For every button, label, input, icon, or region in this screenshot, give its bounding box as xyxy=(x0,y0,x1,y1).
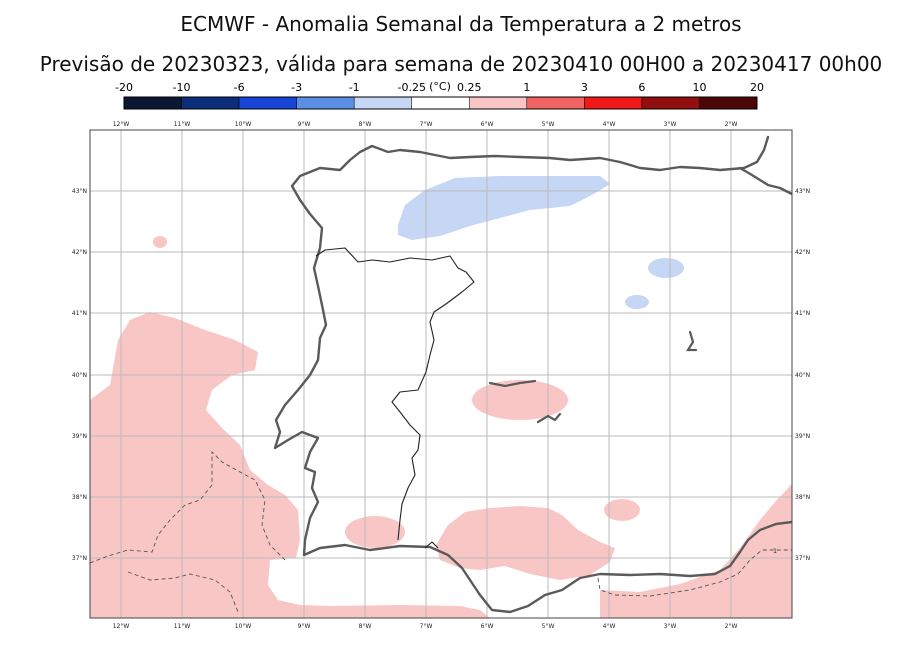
coastlines xyxy=(273,135,792,614)
contour-label: 1 xyxy=(773,548,777,555)
lat-label-left: 37°N xyxy=(72,555,87,562)
lat-label-left: 42°N xyxy=(72,249,87,256)
colorbar-segment xyxy=(469,96,528,110)
lon-label-top: 3°W xyxy=(664,121,677,128)
contour-west xyxy=(90,450,286,564)
lon-label-bottom: 4°W xyxy=(603,623,616,630)
warm-region-southwest xyxy=(345,516,405,548)
warm-region-spot-east xyxy=(604,499,640,521)
lat-label-left: 39°N xyxy=(72,433,87,440)
lon-label-top: 2°W xyxy=(725,121,738,128)
lon-label-top: 4°W xyxy=(603,121,616,128)
lat-label-right: 39°N xyxy=(795,433,810,440)
contour-southwest xyxy=(127,571,239,613)
colorbar-segment xyxy=(353,96,412,110)
reservoir-1 xyxy=(488,379,537,388)
lon-label-top: 6°W xyxy=(481,121,494,128)
lon-label-bottom: 9°W xyxy=(298,623,311,630)
colorbar-segment xyxy=(699,96,758,110)
lon-label-top: 12°W xyxy=(113,121,130,128)
reservoirs xyxy=(488,330,698,424)
lon-label-bottom: 7°W xyxy=(420,623,433,630)
warm-region-central xyxy=(472,380,568,420)
lat-label-right: 37°N xyxy=(795,555,810,562)
lon-label-top: 11°W xyxy=(174,121,191,128)
colorbar-segment xyxy=(641,96,700,110)
lon-label-top: 8°W xyxy=(359,121,372,128)
coastline-iberia xyxy=(273,135,792,614)
lat-label-right: 41°N xyxy=(795,310,810,317)
colorbar-label: -6 xyxy=(234,81,245,94)
lon-label-top: 10°W xyxy=(235,121,252,128)
warm-region-southeast xyxy=(600,484,792,618)
colorbar-label: -20 xyxy=(115,81,133,94)
dashed-contours xyxy=(90,450,792,613)
cool-anomaly-regions xyxy=(398,176,684,309)
colorbar-label: 3 xyxy=(581,81,588,94)
colorbar-segment xyxy=(123,96,182,110)
lon-label-bottom: 10°W xyxy=(235,623,252,630)
map-frame xyxy=(89,129,793,619)
coastline-east-edge xyxy=(738,166,792,196)
colorbar-label: 1 xyxy=(523,81,530,94)
reservoir-3 xyxy=(686,330,698,352)
lat-label-left: 40°N xyxy=(72,372,87,379)
colorbar-label: 20 xyxy=(750,81,764,94)
colorbar-label: -3 xyxy=(291,81,302,94)
colorbar-label: 6 xyxy=(638,81,645,94)
lat-label-left: 43°N xyxy=(72,188,87,195)
colorbar-unit: (°C) xyxy=(429,80,451,93)
lat-label-right: 42°N xyxy=(795,249,810,256)
warm-region-spot-atlantic xyxy=(153,236,167,248)
colorbar-label: 10 xyxy=(692,81,706,94)
lat-label-left: 41°N xyxy=(72,310,87,317)
colorbar-label: -10 xyxy=(173,81,191,94)
gridlines xyxy=(90,130,792,618)
colorbar-label: -1 xyxy=(349,81,360,94)
lon-label-bottom: 6°W xyxy=(481,623,494,630)
lat-label-right: 40°N xyxy=(795,372,810,379)
lon-label-bottom: 2°W xyxy=(725,623,738,630)
lon-label-bottom: 3°W xyxy=(664,623,677,630)
colorbar-segment xyxy=(526,96,585,110)
colorbar: -20 -10 -6 -3 -1 -0.25 0.25 1 3 6 10 20 (°C) xyxy=(115,80,764,110)
warm-anomaly-regions xyxy=(90,236,792,618)
colorbar-segment xyxy=(411,96,470,110)
lat-label-right: 43°N xyxy=(795,188,810,195)
cool-region-north xyxy=(398,176,610,240)
border-portugal-spain xyxy=(315,247,475,541)
map-area: 1 xyxy=(90,130,792,618)
lon-label-bottom: 8°W xyxy=(359,623,372,630)
lon-label-bottom: 12°W xyxy=(113,623,130,630)
cool-region-east-2 xyxy=(625,295,649,309)
map-subtitle: Previsão de 20230323, válida para semana… xyxy=(39,52,883,76)
lon-label-top: 9°W xyxy=(298,121,311,128)
longitude-labels: 12°W 12°W 11°W 11°W 10°W 10°W 9°W 9°W 8°W 8°W 7°W 7… xyxy=(113,121,738,630)
warm-region-south xyxy=(436,506,615,580)
border-gibraltar xyxy=(424,541,439,549)
colorbar-label: 0.25 xyxy=(457,81,482,94)
cool-region-east-1 xyxy=(648,258,684,278)
reservoir-2 xyxy=(536,412,562,424)
colorbar-segment xyxy=(181,96,240,110)
colorbar-segment xyxy=(238,96,297,110)
lon-label-bottom: 5°W xyxy=(542,623,555,630)
lon-label-top: 5°W xyxy=(542,121,555,128)
colorbar-segment xyxy=(584,96,643,110)
warm-region-west xyxy=(90,312,490,618)
borders xyxy=(315,247,475,549)
map-title: ECMWF - Anomalia Semanal da Temperatura … xyxy=(180,12,742,36)
colorbar-label: -0.25 xyxy=(397,81,425,94)
lat-label-left: 38°N xyxy=(72,494,87,501)
lon-label-bottom: 11°W xyxy=(174,623,191,630)
latitude-labels: 43°N 43°N 42°N 42°N 41°N 41°N 40°N 40°N 39°N 39°N… xyxy=(72,188,810,562)
lat-label-right: 38°N xyxy=(795,494,810,501)
colorbar-segment xyxy=(296,96,355,110)
lon-label-top: 7°W xyxy=(420,121,433,128)
